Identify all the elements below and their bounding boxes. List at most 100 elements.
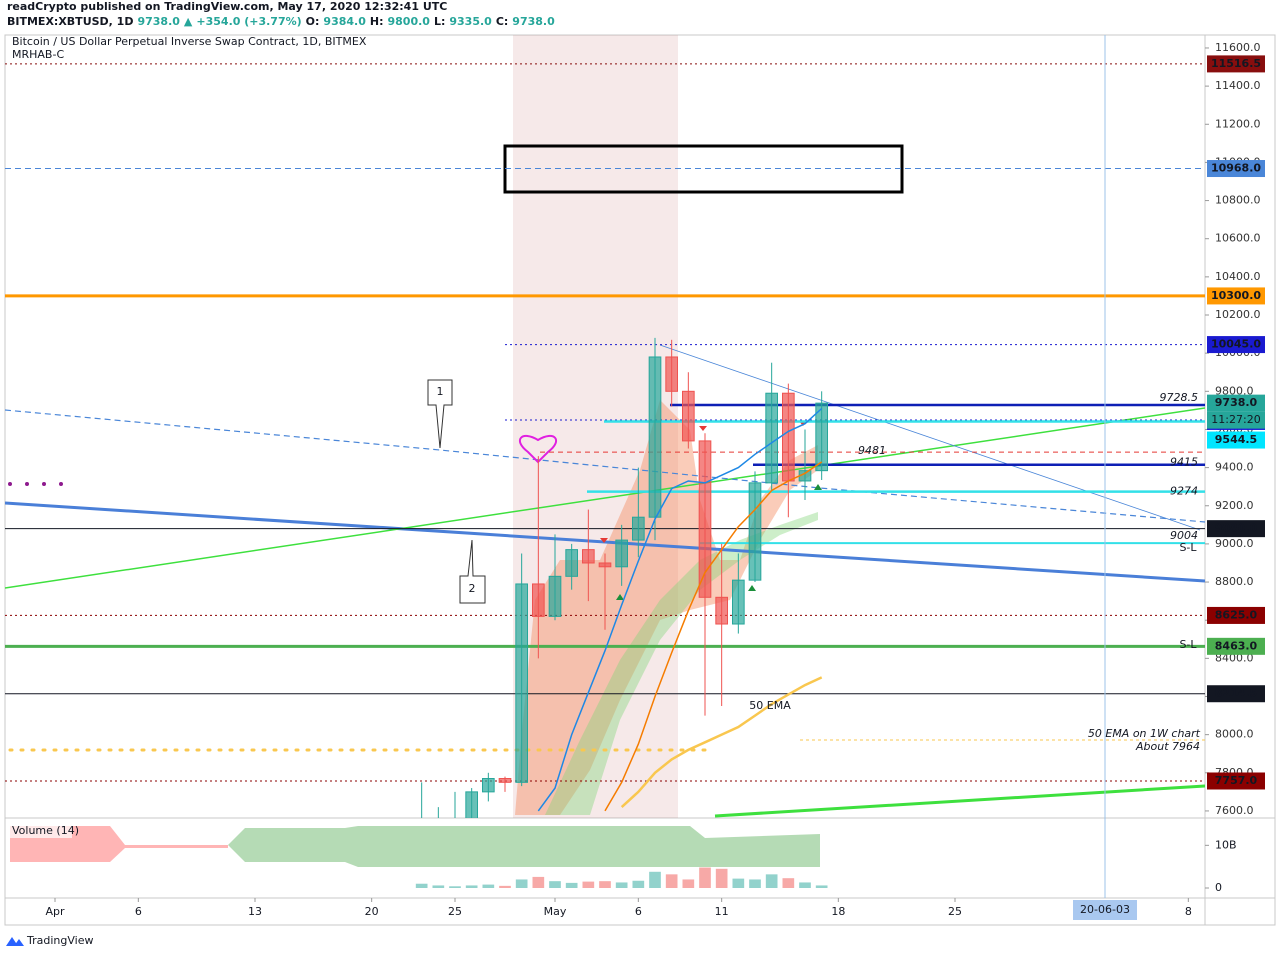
x-tick-label: May <box>544 905 567 918</box>
y-tick-label: 9200.0 <box>1215 499 1254 512</box>
x-tick-label: 8 <box>1185 905 1192 918</box>
candle-body <box>532 583 545 617</box>
quote-part: 9384.0 <box>323 15 366 28</box>
quote-part: ▲ <box>184 15 193 28</box>
y-tick-label: 11200.0 <box>1215 117 1261 130</box>
level-label: 9728.5 <box>1160 391 1199 404</box>
x-tick-label: 13 <box>248 905 262 918</box>
candle-body <box>732 579 745 625</box>
ema-ribbon <box>545 512 818 815</box>
candle-body <box>715 596 728 625</box>
volume-bar <box>449 886 461 888</box>
indicator-line <box>604 461 823 812</box>
indicator-line <box>537 407 823 812</box>
volume-bar <box>632 880 645 888</box>
volume-bar <box>732 878 745 888</box>
logo: TradingView <box>6 934 93 947</box>
price-tag <box>1207 431 1265 449</box>
y-tick-label: 8800.0 <box>1215 575 1254 588</box>
volume-bar <box>715 868 728 888</box>
candle-body <box>498 778 512 783</box>
volume-bar <box>582 881 595 888</box>
candle-body <box>615 539 628 568</box>
volume-bar <box>699 867 711 888</box>
publisher: readCrypto published on TradingView.com,… <box>7 0 447 13</box>
volume-bar <box>815 885 828 888</box>
indicator-line <box>620 676 823 809</box>
crosshair-label-bg <box>1073 900 1137 920</box>
candle-body <box>648 356 662 518</box>
candle-body <box>698 440 712 598</box>
price-tag <box>1207 287 1265 305</box>
y-tick-label: 9800.0 <box>1215 384 1254 397</box>
x-tick-label: 25 <box>948 905 962 918</box>
quote-part: C: <box>496 15 508 28</box>
level-label: 9004 <box>1170 529 1198 542</box>
price-tag <box>1207 685 1265 703</box>
price-tag <box>1207 394 1265 412</box>
annotation: 1 <box>437 385 444 398</box>
price-tag <box>1207 606 1265 624</box>
x-tick-label: 6 <box>135 905 142 918</box>
volume-bar <box>432 885 445 888</box>
annotation: S-L <box>1179 541 1197 554</box>
volume-bar <box>465 885 478 888</box>
volume-bar <box>615 882 628 888</box>
candle-body <box>565 549 578 577</box>
candle-body <box>782 392 795 482</box>
candle-body <box>682 390 695 442</box>
price-tag-label: 7757.0 <box>1215 774 1258 787</box>
candle-body <box>632 516 645 541</box>
price-tag-label: 8214.5 <box>1215 687 1257 700</box>
trend-line <box>5 407 1205 589</box>
trend-line <box>5 409 1205 523</box>
level-label: 9415 <box>1170 456 1198 469</box>
volume-tick-label: 10B <box>1215 838 1237 851</box>
y-tick-label: 10200.0 <box>1215 308 1261 321</box>
price-tag-label: 11516.5 <box>1211 57 1261 70</box>
quote-part: 9335.0 <box>449 15 492 28</box>
quote-part: 9738.0 <box>137 15 180 28</box>
logo-mark <box>6 937 24 946</box>
candle-body <box>465 791 479 818</box>
candle-body <box>598 562 612 568</box>
price-tag-label: 10045.0 <box>1211 338 1261 351</box>
candle-body <box>548 575 562 617</box>
price-tag <box>1207 336 1265 354</box>
quote-part: O: <box>306 15 320 28</box>
quote-part: +354.0 (+3.77%) <box>196 15 301 28</box>
price-tag <box>1207 637 1265 655</box>
volume-bar <box>749 879 761 888</box>
level-label: 9481 <box>858 444 886 457</box>
x-tick-label: 18 <box>831 905 845 918</box>
price-tag <box>1207 55 1265 73</box>
chart-subtitle: MRHAB-C <box>12 48 64 61</box>
y-tick-label: 9000.0 <box>1215 537 1254 550</box>
annotation: 2 <box>469 582 476 595</box>
price-tag <box>1207 520 1265 538</box>
quote-part: H: <box>370 15 384 28</box>
candle-body <box>765 392 778 484</box>
price-tag-label: 8463.0 <box>1215 639 1258 652</box>
quote: BITMEX:XBTUSD, 1D 9738.0 ▲ +354.0 (+3.77%) O… <box>7 15 555 28</box>
y-tick-label: 10400.0 <box>1215 270 1261 283</box>
trend-line <box>5 501 1205 583</box>
quote-part: 9800.0 <box>387 15 430 28</box>
cloud-bullish <box>228 826 820 867</box>
volume-bar <box>649 871 661 888</box>
main-pane <box>5 63 1205 818</box>
annotation: 50 EMA <box>749 699 791 712</box>
trend-line <box>714 784 1205 818</box>
volume-bar <box>482 884 495 888</box>
volume-label-bg <box>10 824 72 838</box>
y-tick-label: 7600.0 <box>1215 804 1254 817</box>
annotation: S-L <box>1179 638 1197 651</box>
price-tag-label: 9544.5 <box>1215 433 1257 446</box>
highlight-shape <box>518 434 558 464</box>
volume-bar <box>515 879 528 888</box>
x-tick-label: 6 <box>635 905 642 918</box>
volume-bar <box>765 874 778 888</box>
